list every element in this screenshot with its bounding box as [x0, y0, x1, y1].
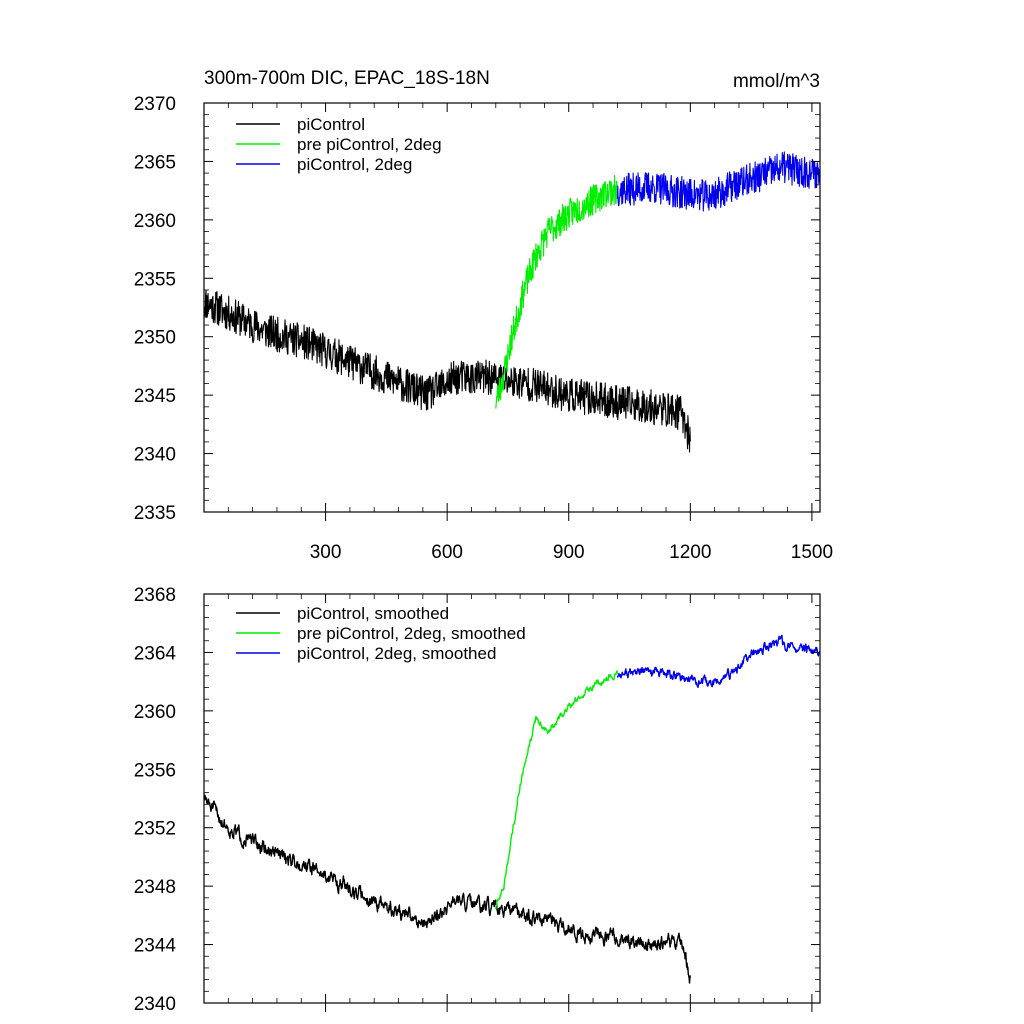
- legend-label-picontrol-smoothed: piControl, smoothed: [297, 604, 449, 623]
- top-y-tick-label: 2355: [134, 269, 176, 290]
- bottom-y-tick-label: 2344: [134, 936, 177, 957]
- bottom-y-tick-label: 2352: [134, 819, 176, 840]
- legend-label-pre-picontrol-2deg-smoothed: pre piControl, 2deg, smoothed: [297, 624, 526, 643]
- top-y-tick-label: 2345: [134, 386, 176, 407]
- bottom-panel-legend: piControl, smoothed pre piControl, 2deg,…: [236, 604, 526, 663]
- top-panel: 300m-700m DIC, EPAC_18S-18N mmol/m^3 300…: [134, 68, 833, 563]
- bottom-panel: 2340 2344 2348 2352 2356 2360 2364 2368 piContr…: [134, 585, 821, 1015]
- legend-item-pre-picontrol-2deg: pre piControl, 2deg: [236, 135, 442, 154]
- top-panel-frame: [203, 102, 821, 513]
- legend-label-picontrol: piControl: [297, 115, 365, 134]
- top-x-tick-label: 1200: [669, 542, 711, 563]
- top-panel-legend: piControl pre piControl, 2deg piControl,…: [236, 115, 442, 174]
- top-x-tick-label: 300: [310, 542, 342, 563]
- bottom-series-line-2: [616, 634, 820, 689]
- legend-item-picontrol-2deg: piControl, 2deg: [236, 155, 412, 174]
- top-y-tick-label: 2350: [134, 328, 176, 349]
- legend-item-pre-picontrol-2deg-smoothed: pre piControl, 2deg, smoothed: [236, 624, 526, 643]
- bottom-y-tick-label: 2360: [134, 702, 176, 723]
- bottom-y-tick-label: 2340: [134, 994, 176, 1015]
- legend-item-picontrol-2deg-smoothed: piControl, 2deg, smoothed: [236, 644, 496, 663]
- top-series-line-0: [204, 289, 691, 453]
- legend-item-picontrol: piControl: [236, 115, 365, 134]
- top-y-tick-label: 2370: [134, 94, 176, 115]
- top-y-tick-label: 2365: [134, 152, 176, 173]
- top-y-tick-label: 2335: [134, 503, 176, 524]
- bottom-y-tick-label: 2364: [134, 643, 177, 664]
- bottom-series-line-0: [204, 794, 692, 984]
- top-panel-title: 300m-700m DIC, EPAC_18S-18N: [204, 68, 490, 89]
- bottom-series-line-1: [495, 670, 619, 910]
- top-x-tick-label: 600: [431, 542, 463, 563]
- bottom-panel-frame: [203, 593, 821, 1004]
- top-x-tick-label: 1500: [791, 542, 833, 563]
- bottom-y-tick-label: 2348: [134, 877, 176, 898]
- top-y-tick-label: 2360: [134, 211, 176, 232]
- legend-label-picontrol-2deg: piControl, 2deg: [297, 155, 412, 174]
- top-x-tick-label: 900: [553, 542, 585, 563]
- top-panel-units: mmol/m^3: [733, 71, 820, 92]
- top-series-line-2: [616, 151, 820, 212]
- legend-label-picontrol-2deg-smoothed: piControl, 2deg, smoothed: [297, 644, 496, 663]
- legend-label-pre-picontrol-2deg: pre piControl, 2deg: [297, 135, 442, 154]
- bottom-y-tick-label: 2368: [134, 585, 176, 606]
- legend-item-picontrol-smoothed: piControl, smoothed: [236, 604, 449, 623]
- bottom-y-tick-label: 2356: [134, 760, 176, 781]
- top-y-tick-label: 2340: [134, 445, 176, 466]
- top-series-line-1: [495, 174, 618, 409]
